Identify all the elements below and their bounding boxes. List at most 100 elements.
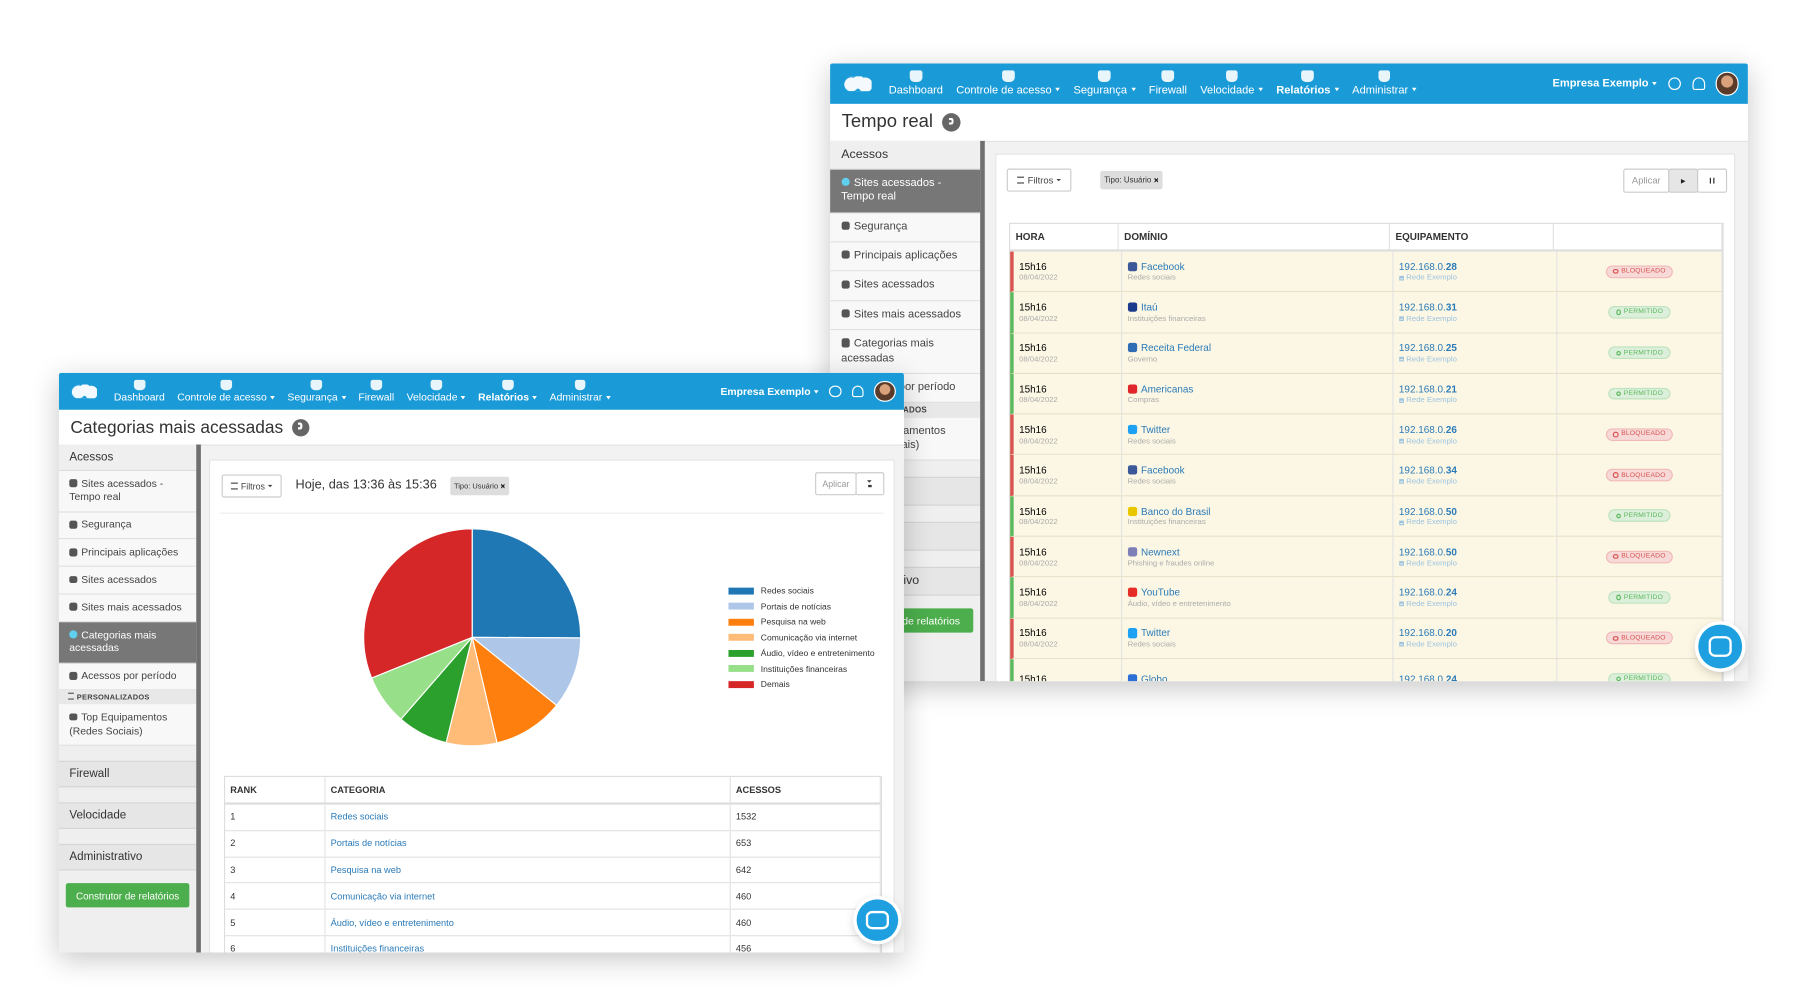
- domain-name[interactable]: Banco do Brasil: [1140, 505, 1211, 517]
- domain: Itaú: [1127, 301, 1387, 313]
- sidebar-item[interactable]: Sites acessados - Tempo real: [830, 169, 981, 214]
- nav-icon: [370, 379, 382, 391]
- ip-address[interactable]: 192.168.0.20: [1399, 627, 1551, 639]
- sidebar-item[interactable]: Segurança: [58, 512, 197, 540]
- ip-network: 192.168.0.: [1398, 342, 1446, 354]
- sidebar-item[interactable]: Principais aplicações: [830, 242, 981, 272]
- category[interactable]: Redes sociais: [326, 804, 731, 830]
- nav-item[interactable]: Controle de acesso: [171, 379, 281, 403]
- pause-button[interactable]: [1697, 168, 1728, 193]
- domain-name[interactable]: Twitter: [1140, 423, 1171, 436]
- language-icon[interactable]: [829, 385, 842, 398]
- category[interactable]: Instituições financeiras: [326, 936, 731, 953]
- sidebar-item[interactable]: Top Equipamentos (Redes Sociais): [58, 704, 197, 746]
- nav-item[interactable]: Segurança: [281, 379, 352, 403]
- filters-button[interactable]: Filtros: [221, 474, 282, 498]
- ip-address[interactable]: 192.168.0.21: [1399, 383, 1551, 395]
- sidebar-item[interactable]: Principais aplicações: [58, 539, 197, 568]
- table-row: 3 Pesquisa na web 642: [225, 857, 881, 884]
- domain-name[interactable]: Itaú: [1140, 301, 1158, 313]
- nav-item[interactable]: Firewall: [1142, 70, 1193, 97]
- notifications-icon[interactable]: [1692, 77, 1705, 91]
- category[interactable]: Portais de notícias: [326, 830, 731, 857]
- category[interactable]: Comunicação via internet: [326, 883, 731, 909]
- sidebar-item[interactable]: Sites acessados - Tempo real: [58, 471, 197, 513]
- sidebar-item[interactable]: Categorias mais acessadas: [830, 330, 981, 374]
- report-builder-button[interactable]: Construtor de relatórios: [65, 883, 190, 907]
- filter-tag[interactable]: Tipo: Usuário: [1100, 170, 1163, 190]
- nav-item[interactable]: Administrar: [543, 379, 616, 403]
- sidebar-item[interactable]: Segurança: [830, 213, 981, 243]
- domain-name[interactable]: Twitter: [1140, 627, 1171, 639]
- ip-address[interactable]: 192.168.0.34: [1399, 464, 1551, 476]
- time-cell: 15h16 08/04/2022: [1014, 251, 1123, 292]
- notifications-icon[interactable]: [852, 385, 864, 398]
- play-button[interactable]: [1668, 168, 1699, 193]
- download-button[interactable]: [855, 472, 885, 496]
- sidebar-item[interactable]: Categorias mais acessadas: [58, 622, 197, 664]
- filters-button[interactable]: Filtros: [1006, 168, 1072, 192]
- nav-item[interactable]: Administrar: [1346, 70, 1424, 96]
- domain-name[interactable]: Newnext: [1140, 545, 1180, 558]
- company-menu[interactable]: Empresa Exemplo: [1553, 77, 1658, 90]
- ip-host: 34: [1445, 464, 1457, 476]
- chat-button[interactable]: [856, 899, 899, 941]
- ip-address[interactable]: 192.168.0.50: [1399, 505, 1551, 517]
- table-row: 15h16 08/04/2022 Facebook Redes sociais 192.…: [1010, 251, 1723, 293]
- sidebar-section[interactable]: Administrativo: [58, 844, 197, 871]
- nav-item[interactable]: Velocidade: [1194, 70, 1270, 96]
- category[interactable]: Pesquisa na web: [326, 857, 731, 883]
- ip-address[interactable]: 192.168.0.25: [1399, 342, 1551, 354]
- domain-name[interactable]: Receita Federal: [1140, 342, 1212, 354]
- ip-address[interactable]: 192.168.0.28: [1399, 261, 1551, 273]
- ip-address[interactable]: 192.168.0.24: [1399, 673, 1551, 681]
- category[interactable]: Áudio, vídeo e entretenimento: [326, 909, 731, 936]
- domain-name[interactable]: YouTube: [1140, 586, 1180, 599]
- nav-item[interactable]: Relatórios: [472, 379, 544, 403]
- sidebar-section[interactable]: Velocidade: [58, 802, 197, 830]
- ip-address[interactable]: 192.168.0.50: [1399, 546, 1551, 558]
- nav-item[interactable]: Segurança: [1067, 70, 1142, 96]
- domain: Facebook: [1127, 260, 1387, 273]
- nav-item[interactable]: Dashboard: [882, 70, 949, 96]
- ip-address[interactable]: 192.168.0.24: [1399, 587, 1551, 599]
- nav-item[interactable]: Dashboard: [108, 379, 171, 403]
- date: 08/04/2022: [1019, 559, 1058, 568]
- filter-tag[interactable]: Tipo: Usuário: [450, 476, 509, 496]
- nav-item[interactable]: Velocidade: [400, 379, 472, 403]
- chat-button[interactable]: [1698, 624, 1743, 669]
- ip-network: 192.168.0.: [1398, 423, 1446, 436]
- sidebar-section[interactable]: Firewall: [58, 760, 197, 788]
- language-icon[interactable]: [1668, 77, 1682, 91]
- domain-name[interactable]: Americanas: [1140, 382, 1194, 395]
- ip-address[interactable]: 192.168.0.26: [1399, 424, 1551, 436]
- nav-item[interactable]: Controle de acesso: [950, 70, 1067, 96]
- nav-item[interactable]: Firewall: [352, 379, 400, 403]
- caret: [1055, 87, 1061, 92]
- ip-address[interactable]: 192.168.0.31: [1399, 301, 1551, 313]
- legend: Redes sociais Portais de notícias Pesquisa…: [728, 583, 875, 692]
- sidebar-item[interactable]: Acessos por período: [58, 663, 197, 691]
- status-cell: BLOQUEADO: [1557, 536, 1723, 577]
- apply-button[interactable]: Aplicar: [815, 472, 857, 496]
- domain-name[interactable]: Globo: [1140, 673, 1168, 682]
- separator: [219, 512, 885, 514]
- sidebar-item[interactable]: Sites acessados: [58, 567, 197, 595]
- domain: Banco do Brasil: [1127, 505, 1387, 517]
- nav-item[interactable]: Relatórios: [1270, 70, 1346, 96]
- avatar[interactable]: [873, 380, 896, 403]
- apply-button[interactable]: Aplicar: [1623, 168, 1670, 193]
- date: 08/04/2022: [1019, 600, 1058, 609]
- network: Rede Exemplo: [1399, 315, 1551, 323]
- sidebar-item[interactable]: Sites mais acessados: [58, 594, 197, 623]
- time-cell: 15h16 08/04/2022: [1014, 373, 1123, 414]
- sidebar-item[interactable]: Sites acessados: [830, 271, 981, 302]
- ip-network: 192.168.0.: [1398, 505, 1446, 517]
- company-menu[interactable]: Empresa Exemplo: [720, 386, 819, 397]
- domain-name[interactable]: Facebook: [1140, 464, 1185, 476]
- sidebar-item[interactable]: Sites mais acessados: [830, 301, 981, 331]
- nav-label: Firewall: [1148, 83, 1187, 97]
- domain-name[interactable]: Facebook: [1140, 260, 1185, 273]
- avatar[interactable]: [1715, 72, 1740, 96]
- domain-icon: [1127, 506, 1138, 516]
